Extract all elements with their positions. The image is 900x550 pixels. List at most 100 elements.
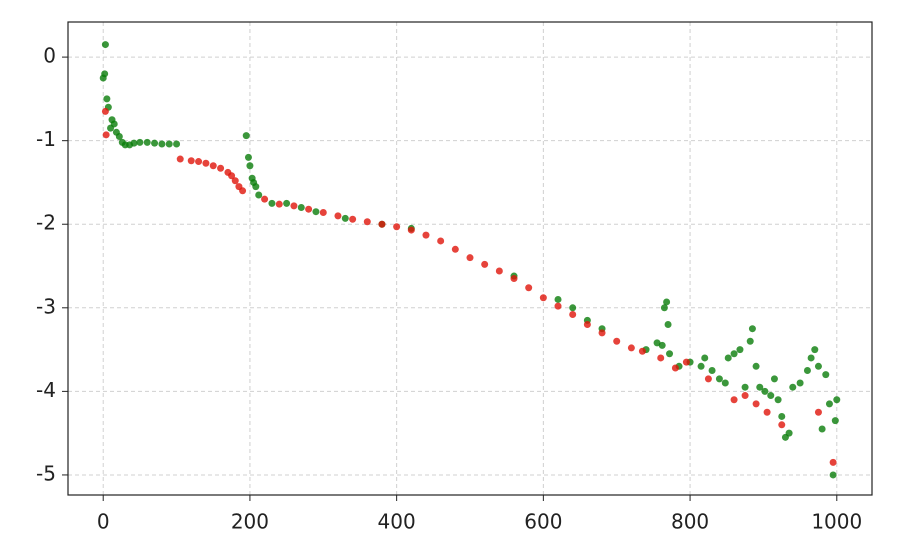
x-tick-label: 800 [671,510,709,534]
point [510,275,518,283]
plot-frame [67,21,873,496]
point [101,107,109,115]
point [244,153,252,161]
point [217,164,225,172]
point [730,350,738,358]
point [715,375,723,383]
point [660,304,668,312]
y-tick-label: -4 [36,378,56,402]
point [598,329,606,337]
point [136,138,144,146]
point [803,366,811,374]
point [195,158,203,166]
point [825,400,833,408]
point [252,183,260,191]
y-tick-label: 0 [43,44,56,68]
point [833,396,841,404]
point [242,132,250,140]
point [829,471,837,479]
point [363,218,371,226]
point [814,362,822,370]
point [101,70,109,78]
point [708,366,716,374]
point [255,191,263,199]
point [704,375,712,383]
point [721,379,729,387]
point [785,429,793,437]
point [246,162,254,170]
point [437,237,445,245]
point [730,396,738,404]
point [209,162,217,170]
point [748,325,756,333]
point [525,284,533,292]
point [657,354,665,362]
point [231,177,239,185]
point [701,354,709,362]
point [697,362,705,370]
point [283,199,291,207]
point [312,208,320,216]
point [724,354,732,362]
x-tick-label: 0 [97,510,110,534]
point [297,204,305,212]
point [261,195,269,203]
point [741,383,749,391]
point [583,321,591,329]
point [778,421,786,429]
point [466,254,474,262]
point [130,139,138,147]
point [756,383,764,391]
point [664,321,672,329]
point [378,220,386,228]
point [814,408,822,416]
point [173,140,181,148]
point [187,157,195,165]
point [811,346,819,354]
point [671,364,679,372]
point [305,205,313,213]
point [239,187,247,195]
point [831,417,839,425]
x-tick-label: 1000 [811,510,862,534]
point [569,310,577,318]
point [613,337,621,345]
point [495,267,503,275]
point [736,346,744,354]
y-tick-label: -2 [36,211,56,235]
point [422,231,430,239]
y-tick-label: -3 [36,294,56,318]
point [334,212,342,220]
point [627,344,635,352]
point [767,392,775,400]
point [822,371,830,379]
point [481,260,489,268]
point [151,139,159,147]
point [102,131,110,139]
point [763,408,771,416]
point [349,215,357,223]
point [275,200,283,208]
point [746,337,754,345]
point [110,120,118,128]
point [829,458,837,466]
point [554,302,562,310]
point [268,199,276,207]
point [770,375,778,383]
point [663,298,671,306]
x-tick-label: 200 [231,510,269,534]
point [290,202,298,210]
point [176,155,184,163]
point [682,358,690,366]
point [741,392,749,400]
point [539,294,547,302]
x-tick-label: 600 [524,510,562,534]
y-tick-label: -5 [36,461,56,485]
point [778,412,786,420]
y-tick-label: -1 [36,127,56,151]
point [165,140,173,148]
point [393,223,401,231]
point [752,400,760,408]
point [818,425,826,433]
